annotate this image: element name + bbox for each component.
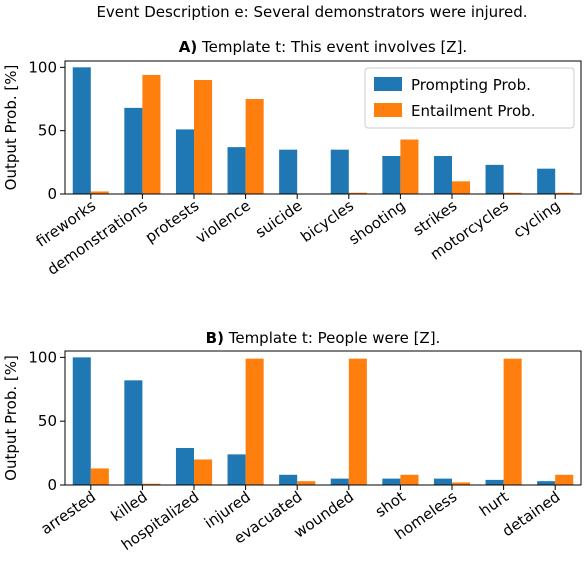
panel-b-title: Template t: People were [Z].: [224, 329, 440, 347]
panel-a-xtick-label: shooting: [345, 197, 408, 249]
panel-b-entailment-bar: [297, 481, 316, 485]
panel-a-xtick-label: cycling: [510, 197, 564, 242]
panel-b-ytick-label: 100: [28, 348, 57, 366]
panel-a: A) Template t: This event involves [Z]. O…: [2, 38, 582, 279]
panel-b-entailment-bar: [194, 459, 213, 485]
panel-a-ytick-label: 100: [28, 58, 57, 76]
panel-a-entailment-bar: [555, 192, 574, 194]
panel-b-ytick-label: 50: [38, 412, 57, 430]
panel-a-ylabel: Output Prob. [%]: [2, 65, 20, 191]
panel-b-entailment-bar: [90, 468, 109, 485]
panel-a-title: Template t: This event involves [Z].: [197, 38, 467, 56]
panel-b-prompting-bar: [485, 479, 504, 485]
panel-b-prompting-bar: [175, 447, 194, 485]
panel-a-prompting-bar: [175, 129, 194, 194]
panel-a-entailment-bar: [90, 191, 109, 194]
panel-a-title-line: A) Template t: This event involves [Z].: [179, 38, 467, 56]
panel-a-entailment-bar: [194, 80, 213, 194]
panel-a-ytick-label: 50: [38, 122, 57, 140]
panel-a-xtick-label: protests: [142, 196, 203, 246]
legend-swatch-prompting: [374, 77, 402, 91]
panel-a-prompting-bar: [433, 156, 452, 194]
panel-b-prompting-bar: [227, 454, 246, 485]
panel-a-prompting-bar: [227, 147, 246, 194]
panel-b-prompting-bar: [72, 357, 91, 485]
legend-box: [364, 67, 575, 129]
panel-a-xtick-label: violence: [192, 197, 254, 248]
panel-b-title-line: B) Template t: People were [Z].: [206, 329, 441, 347]
legend-label-entailment: Entailment Prob.: [411, 102, 535, 120]
panel-b: B) Template t: People were [Z]. Output Pr…: [2, 329, 582, 554]
panel-a-axes-frame: [64, 60, 582, 195]
panel-b-xtick-label: killed: [108, 488, 151, 526]
panel-a-prompting-bar: [537, 168, 556, 194]
panel-a-xtick-label: suicide: [252, 197, 305, 242]
panel-a-ytick-label: 0: [47, 185, 57, 203]
figure-title: Event Description e: Several demonstrato…: [96, 3, 527, 21]
panel-b-prompting-bar: [382, 478, 401, 485]
panel-a-legend: Prompting Prob. Entailment Prob.: [364, 67, 575, 129]
legend-label-prompting: Prompting Prob.: [411, 76, 531, 94]
panel-b-entailment-bar: [348, 358, 367, 485]
panel-b-entailment-bar: [452, 482, 471, 485]
panel-b-entailment-bar: [400, 474, 419, 485]
panel-a-entailment-bar: [348, 192, 367, 194]
panel-b-xtick-label: detained: [499, 488, 564, 541]
panel-a-prompting-bar: [72, 67, 91, 194]
legend-swatch-entailment: [374, 103, 402, 117]
panel-b-prompting-bar: [330, 478, 349, 485]
panel-a-prompting-bar: [124, 107, 143, 194]
panel-a-entailment-bar: [245, 99, 264, 194]
panel-b-xtick-label: shot: [372, 487, 409, 520]
panel-b-prompting-bar: [124, 380, 143, 485]
panel-b-xtick-label: hurt: [476, 487, 512, 520]
panel-b-ytick-label: 0: [47, 476, 57, 494]
panel-b-ylabel: Output Prob. [%]: [2, 355, 20, 481]
panel-a-entailment-bar: [452, 181, 471, 194]
panel-b-prompting-bar: [433, 478, 452, 485]
panel-a-prompting-bar: [485, 164, 504, 194]
panel-b-entailment-bar: [503, 358, 522, 485]
panel-b-prompting-bar: [537, 481, 556, 485]
panel-a-entailment-bar: [142, 74, 161, 194]
panel-b-prompting-bar: [279, 474, 298, 485]
panel-a-entailment-bar: [400, 139, 419, 194]
panel-a-entailment-bar: [503, 192, 522, 194]
panel-b-axes-frame: [64, 350, 582, 486]
panel-a-prompting-bar: [279, 149, 298, 194]
panel-b-xtick-label: arrested: [37, 488, 99, 539]
panel-b-letter: B): [206, 329, 224, 347]
panel-a-letter: A): [179, 38, 197, 56]
panel-b-entailment-bar: [245, 358, 264, 485]
panel-b-entailment-bar: [555, 474, 574, 485]
panel-b-entailment-bar: [142, 483, 161, 485]
panel-a-prompting-bar: [330, 149, 349, 194]
panel-a-prompting-bar: [382, 156, 401, 194]
